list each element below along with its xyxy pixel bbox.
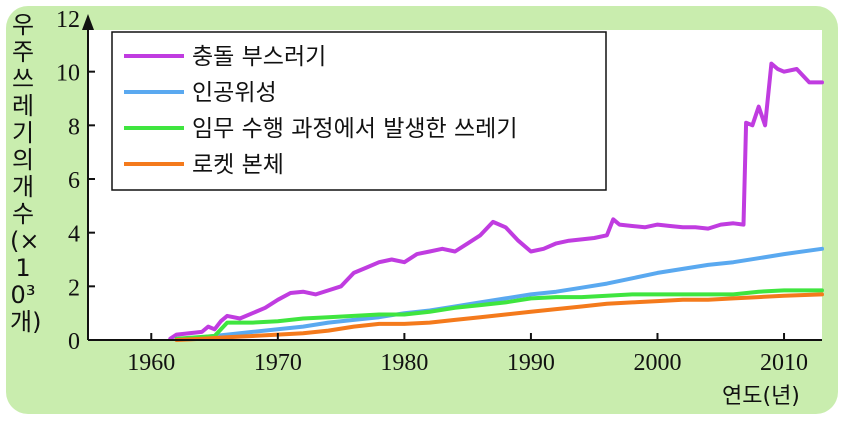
y-tick-label: 10 (56, 61, 80, 87)
y-tick-label: 8 (68, 114, 80, 140)
y-tick-label: 0 (68, 329, 80, 355)
y-tick-label: 4 (68, 222, 80, 248)
y-tick-label: 12 (56, 7, 80, 33)
legend-label-0: 충돌 부스러기 (192, 44, 326, 70)
x-tick-label: 2000 (633, 350, 681, 376)
legend-box (111, 31, 607, 191)
y-axis-arrow (82, 14, 94, 30)
x-tick-label: 1960 (127, 350, 175, 376)
x-tick-label: 1990 (507, 350, 555, 376)
x-tick-label: 1980 (380, 350, 428, 376)
series-line-3 (174, 292, 824, 342)
series-line-0 (168, 61, 824, 341)
legend-label-3: 로켓 본체 (192, 152, 284, 178)
y-tick-label: 6 (68, 168, 80, 194)
y-tick-label: 2 (68, 275, 80, 301)
series-line-1 (199, 246, 824, 340)
series-line-2 (174, 288, 824, 341)
legend-label-1: 인공위성 (192, 80, 277, 106)
legend-label-2: 임무 수행 과정에서 발생한 쓰레기 (192, 116, 517, 142)
y-axis-label: 우주 쓰레기의 개수(×10³개) (10, 11, 42, 336)
x-tick-label: 1970 (254, 350, 302, 376)
x-tick-label: 2010 (760, 350, 808, 376)
x-axis-label: 연도(년) (722, 384, 800, 409)
